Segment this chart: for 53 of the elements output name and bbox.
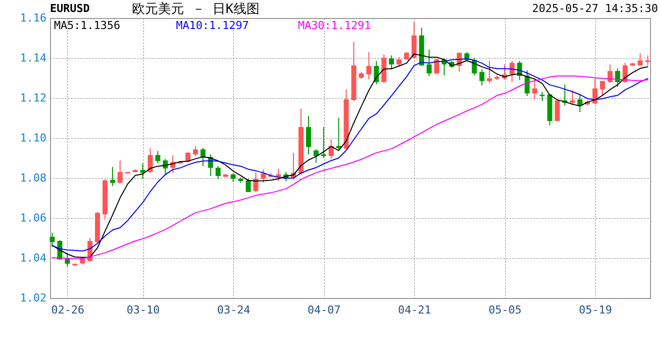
text: MA30:1.1291 xyxy=(298,19,371,32)
candlestick xyxy=(306,116,312,155)
x-tick-label: 03-10 xyxy=(126,304,160,316)
x-tick-label: 05-05 xyxy=(488,304,522,316)
chart-title: 欧元美元 － 日K线图 xyxy=(132,1,260,17)
text: MA5:1.1356 xyxy=(54,19,120,32)
candlestick xyxy=(216,166,221,180)
candlestick xyxy=(50,232,55,248)
candlestick xyxy=(148,148,153,174)
x-tick-label: 02-26 xyxy=(51,304,84,316)
candlestick xyxy=(388,54,394,70)
candlestick xyxy=(155,150,160,164)
candlestick xyxy=(570,90,575,106)
chart-subtitle: EURUSD xyxy=(50,2,90,15)
text: 2025-05-27 14:35:30 xyxy=(532,2,658,15)
candlestick xyxy=(366,52,372,80)
candlestick xyxy=(321,126,326,158)
candlestick xyxy=(253,172,258,192)
candlestick xyxy=(192,146,198,156)
text: MA10:1.1297 xyxy=(176,19,249,32)
candlestick xyxy=(479,68,484,86)
y-tick-label: 1.12 xyxy=(20,92,46,104)
x-tick-label: 03-24 xyxy=(217,304,251,316)
candlestick xyxy=(118,160,123,184)
candlestick xyxy=(486,60,492,84)
candlestick xyxy=(638,52,643,66)
candlestick xyxy=(336,117,342,150)
x-tick-label: 04-21 xyxy=(398,304,432,316)
y-tick-label: 1.14 xyxy=(20,52,47,64)
x-tick-label: 04-07 xyxy=(308,304,341,316)
y-tick-label: 1.08 xyxy=(20,172,46,184)
y-tick-label: 1.06 xyxy=(20,212,46,224)
candlestick xyxy=(260,168,266,184)
candlestick xyxy=(600,80,606,96)
y-tick-label: 1.10 xyxy=(20,132,46,144)
candlestick xyxy=(246,178,251,192)
candlestick xyxy=(276,168,281,182)
x-tick-label: 05-19 xyxy=(578,304,612,316)
candlestick xyxy=(110,166,116,186)
candlestick xyxy=(64,254,70,268)
candlestick xyxy=(412,22,417,60)
candlestick xyxy=(645,54,650,66)
candlestick xyxy=(532,78,538,100)
candlestick xyxy=(577,94,582,112)
candlestick xyxy=(426,48,432,76)
candlestick xyxy=(608,64,613,84)
candlestick xyxy=(615,68,620,88)
candlestick xyxy=(140,162,146,180)
candlestick xyxy=(434,58,440,75)
y-tick-label: 1.16 xyxy=(20,12,46,24)
y-tick-label: 1.04 xyxy=(20,252,47,264)
candlestick xyxy=(314,148,319,164)
y-tick-label: 1.02 xyxy=(20,292,46,304)
